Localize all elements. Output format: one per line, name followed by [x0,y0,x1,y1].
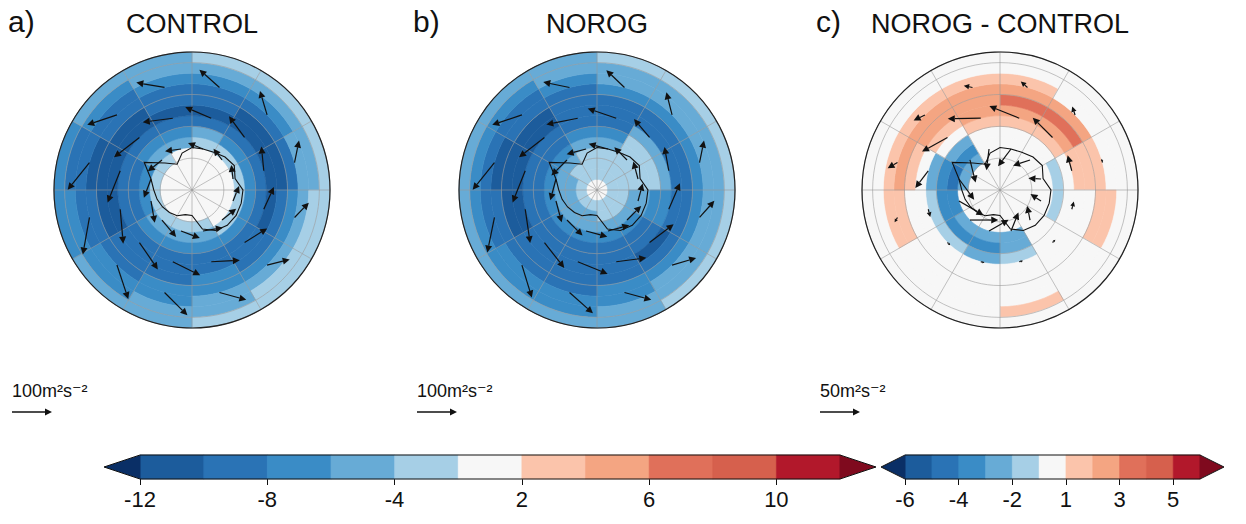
svg-text:CONTROL: CONTROL [126,9,258,39]
svg-text:6: 6 [643,487,655,512]
svg-text:100m²s⁻²: 100m²s⁻² [417,381,493,401]
svg-text:-12: -12 [124,487,156,512]
svg-text:NOROG - CONTROL: NOROG - CONTROL [871,9,1129,39]
svg-text:a): a) [8,5,35,38]
svg-text:-8: -8 [257,487,277,512]
svg-text:-2: -2 [1002,487,1022,512]
svg-text:5: 5 [1167,487,1179,512]
svg-text:1: 1 [1060,487,1072,512]
svg-text:2: 2 [516,487,528,512]
svg-text:c): c) [816,5,841,38]
svg-text:NOROG: NOROG [546,9,648,39]
svg-text:b): b) [413,5,440,38]
svg-text:-4: -4 [949,487,969,512]
svg-text:10: 10 [764,487,788,512]
svg-text:100m²s⁻²: 100m²s⁻² [12,381,88,401]
svg-text:-6: -6 [895,487,915,512]
svg-text:-4: -4 [385,487,405,512]
svg-text:3: 3 [1113,487,1125,512]
svg-text:50m²s⁻²: 50m²s⁻² [820,381,886,401]
